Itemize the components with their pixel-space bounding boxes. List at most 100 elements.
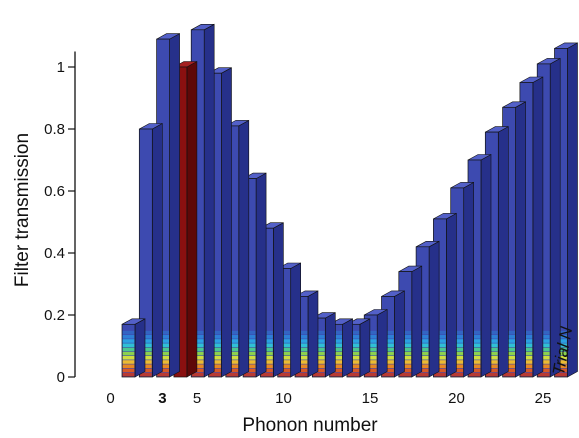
trial-slice [226,360,239,364]
trial-slice [191,351,204,356]
trial-slice [157,364,169,368]
trial-slice [451,326,464,331]
trial-slice [382,351,394,356]
trial-slice [243,343,256,347]
trial-slice [434,368,446,373]
trial-slice [503,351,515,356]
trial-slice [503,372,515,377]
bar-side-face [221,67,232,378]
trial-slice [537,339,550,343]
bar-side-face [497,126,509,378]
trial-slice [434,330,446,335]
x-tick-label: 20 [448,390,465,407]
trial-slice [364,326,377,331]
trial-slice [468,330,481,335]
y-axis-title: Filter transmission [12,133,33,287]
trial-slice [537,351,550,356]
trial-slice [416,360,429,364]
trial-slice [485,351,498,356]
trial-slice [434,360,446,364]
x-tick-label: 3 [158,390,166,407]
trial-slice [191,343,204,347]
trial-slice [139,364,152,368]
bar-front-face [138,128,153,378]
x-axis-title: Phonon number [242,415,378,436]
x-tick-label: 0 [106,390,114,407]
trial-slice [295,347,308,352]
trial-slice [261,335,273,339]
trial-slice [520,368,533,373]
trial-slice [520,347,533,352]
trial-slice [330,343,342,347]
trial-slice [226,364,239,368]
trial-slice [485,347,498,352]
trial-slice [209,368,221,373]
trial-slice [312,372,325,377]
trial-slice [364,339,377,343]
trial-slice [278,356,291,360]
trial-slice [364,360,377,364]
trial-slice [364,335,377,339]
trial-slice [312,347,325,352]
trial-slice [295,330,308,335]
trial-slice [209,347,221,352]
trial-slice [555,339,567,343]
trial-slice [191,347,204,352]
x-tick-label: 25 [535,390,552,407]
trial-slice [347,335,360,339]
trial-slice [209,360,221,364]
trial-slice [278,368,291,373]
bar-side-face [255,172,267,378]
trial-slice [451,343,464,347]
trial-slice [485,356,498,360]
trial-slice [226,372,239,377]
trial-slice [451,335,464,339]
trial-slice [226,326,239,331]
trial-slice [312,351,325,356]
trial-slice [261,343,273,347]
trial-slice [330,360,342,364]
trial-slice [399,335,412,339]
trial-slice [382,339,394,343]
trial-slice [555,360,567,364]
trial-slice [537,356,550,360]
trial-slice [364,368,377,373]
trial-slice [468,347,481,352]
trial-slice [485,335,498,339]
trial-slice [503,335,515,339]
trial-slice [503,330,515,335]
trial-slice [399,343,412,347]
trial-slice [537,326,550,331]
bar-side-face [134,318,146,378]
bar-side-face [203,23,215,378]
trial-slice [312,339,325,343]
trial-slice [191,356,204,360]
trial-slice [139,372,152,377]
trial-slice [434,335,446,339]
trial-slice [503,347,515,352]
trial-slice [347,326,360,331]
trial-slice [278,372,291,377]
trial-slice [122,335,135,339]
trial-slice [434,339,446,343]
bar-side-face [324,312,336,378]
trial-slice [243,372,256,377]
bar-side-face [273,222,284,378]
trial-slice [157,335,169,339]
trial-slice [537,343,550,347]
trial-slice [468,351,481,356]
trial-slice [157,368,169,373]
trial-slice [555,347,567,352]
trial-slice [278,364,291,368]
trial-slice [278,360,291,364]
trial-slice [468,343,481,347]
trial-slice [191,335,204,339]
trial-slice [157,339,169,343]
trial-slice [347,372,360,377]
trial-slice [243,326,256,331]
trial-slice [330,372,342,377]
trial-slice [451,339,464,343]
trial-slice [451,347,464,352]
trial-slice [295,368,308,373]
y-tick-label: 1 [57,59,65,76]
